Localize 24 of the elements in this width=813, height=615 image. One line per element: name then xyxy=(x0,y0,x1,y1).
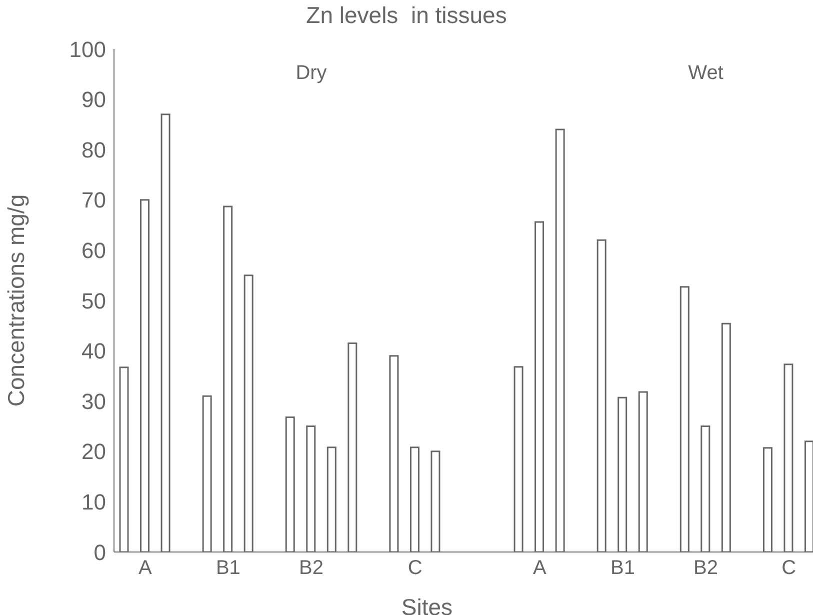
x-tick-label: B1 xyxy=(610,557,635,580)
y-tick-label: 80 xyxy=(82,137,106,162)
x-tick-label: B1 xyxy=(216,557,240,580)
y-tick-label: 30 xyxy=(82,388,106,414)
x-tick-label: C xyxy=(782,557,796,580)
x-axis-title: Sites xyxy=(401,594,453,615)
y-tick-label: 20 xyxy=(82,439,106,464)
y-tick-label: 60 xyxy=(82,238,106,264)
y-tick-label: 0 xyxy=(94,540,106,565)
x-tick-label: B2 xyxy=(299,557,324,580)
x-tick-label: C xyxy=(408,557,422,580)
chart-title: Zn levels in tissues xyxy=(305,2,508,29)
y-axis-title: Concentrations mg/g xyxy=(3,194,30,407)
x-tick-label: A xyxy=(138,557,152,580)
x-tick-label: B2 xyxy=(694,557,718,580)
y-tick-label: 100 xyxy=(69,36,106,62)
y-tick-label: 90 xyxy=(82,87,106,112)
y-tick-label: 10 xyxy=(82,490,106,515)
annotation: Wet xyxy=(687,62,724,85)
y-tick-label: 40 xyxy=(82,338,106,364)
x-tick-label: A xyxy=(533,557,548,580)
y-tick-label: 70 xyxy=(82,188,106,213)
annotation: Dry xyxy=(294,62,328,85)
y-tick-label: 50 xyxy=(82,288,106,314)
